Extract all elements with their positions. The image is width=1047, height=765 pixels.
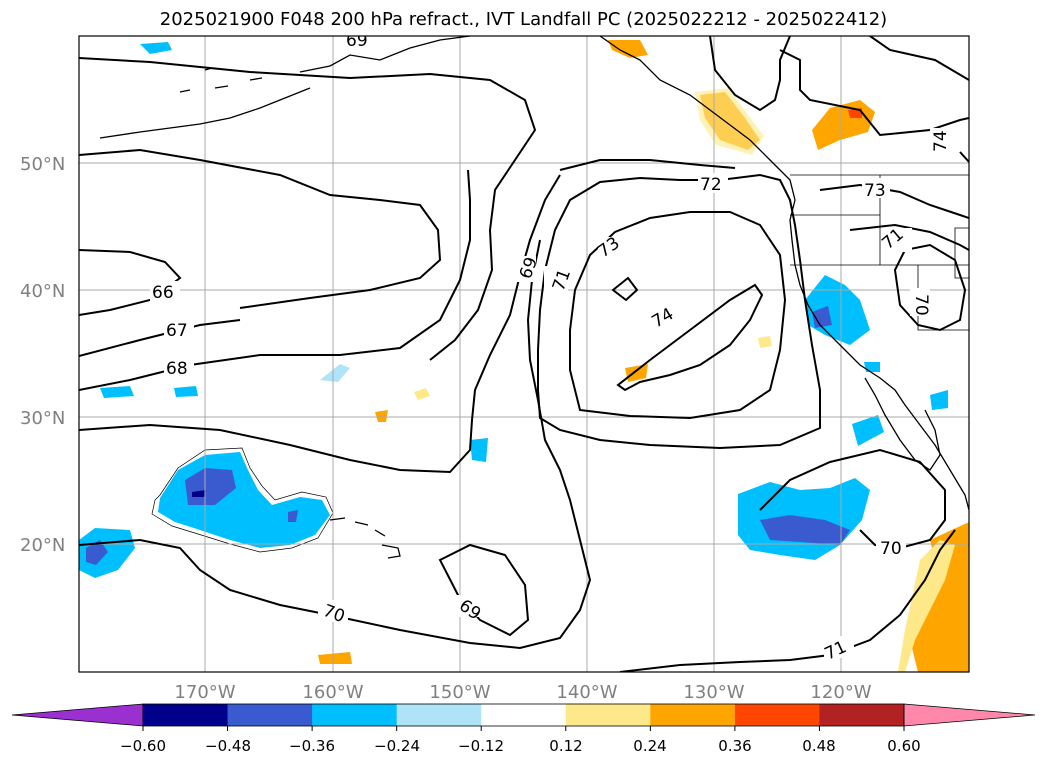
lon-label: 150°W [429,682,490,703]
colorbar-frame [142,703,905,727]
shaded-region-yellow-small-3 [414,388,430,400]
shaded-region-blue-small-4 [320,364,350,382]
colorbar-segment [227,704,313,726]
shaded-region-darkblue-east [760,515,850,545]
contour-74-east [779,49,969,163]
colorbar-segment [734,704,820,726]
colorbar-tick-label: −0.12 [458,737,504,755]
map-title: 2025021900 F048 200 hPa refract., IVT La… [159,9,888,30]
coastline-alaska-peninsula [99,87,311,139]
colorbar-tick-label: −0.48 [205,737,251,755]
contour-70-south [79,239,592,650]
contour-label: 74 [931,130,951,152]
shaded-region-blue-baja-1 [852,415,884,446]
shaded-region-yellow-small-1 [758,336,772,348]
lat-label: 40°N [20,281,65,302]
contour-label: 70 [911,294,931,316]
colorbar-extension-low [11,703,144,727]
shaded-region-darkblue-edge [86,540,108,565]
contour-top-loop [79,57,537,361]
colorbar-extension-high [903,703,1036,727]
contour-73 [569,211,787,420]
contour-label: 66 [152,283,174,303]
contour-74 [616,283,764,392]
shaded-region-yellow-mexico [898,540,955,672]
contour-label: 68 [166,359,188,379]
colorbar-tick-label: −0.36 [289,737,335,755]
contour-top-right [709,36,791,112]
contour-72 [559,159,736,171]
shaded-region-darkblue-calif [812,306,832,328]
lon-label: 130°W [683,682,744,703]
colorbar-tick-label: −0.60 [120,737,166,755]
shaded-region-blue-small-3 [174,386,198,397]
contour-71 [537,173,821,450]
contour-74-small [611,276,639,302]
colorbar-segment [565,704,651,726]
coastline-islands [179,67,263,93]
shaded-region-blue-baja-2 [930,390,948,410]
map-frame [78,35,970,673]
colorbar-segment [396,704,482,726]
shaded-region-orange-small-1 [625,364,648,382]
contour-label: 72 [700,175,722,195]
contour-lines [79,36,969,672]
colorbar-tick-label: −0.24 [374,737,420,755]
colorbar-segment [650,704,736,726]
longitude-labels: 170°W 160°W 150°W 140°W 130°W 120°W [174,682,871,703]
shaded-region-blue-calif [805,275,870,345]
shaded-region-blue-small-6 [864,362,880,372]
colorbar-segment [312,704,398,726]
contour-label: 70 [880,539,902,559]
latitude-labels: 50°N 40°N 30°N 20°N [20,154,65,556]
shaded-region-blue-small-5 [470,438,488,462]
lon-label: 120°W [810,682,871,703]
shaded-region-blue-small-1 [140,42,172,54]
colorbar-tick-label: 0.12 [549,737,582,755]
contour-66 [79,249,182,316]
shaded-region-yellow-small-2 [375,410,388,422]
shaded-region-blue-small-2 [100,386,134,398]
contour-north-upper [79,148,442,309]
colorbar-tick-label: 0.60 [887,737,920,755]
colorbar-tick-label: 0.48 [802,737,835,755]
lon-label: 170°W [174,682,235,703]
coastline-alaska [299,36,471,73]
colorbar-segment [819,704,905,726]
colorbar-ticks: −0.60 −0.48 −0.36 −0.24 −0.12 0.12 0.24 … [120,737,921,755]
coastline-hawaii [329,517,401,559]
lat-label: 20°N [20,535,65,556]
shaded-region-navy-west [192,490,206,497]
contour-73-east [819,183,969,219]
contour-label: 69 [346,31,368,51]
shaded-region-orange-alaska [608,40,648,58]
shaded-region-darkblue-west-2 [288,510,298,522]
lon-label: 140°W [556,682,617,703]
contour-label: 73 [864,181,886,201]
lat-label: 50°N [20,154,65,175]
colorbar-tick-label: 0.36 [718,737,751,755]
colorbar-segment [143,704,229,726]
shaded-region-orange-mexico [910,522,969,672]
contour-labels: 66 67 68 69 71 72 73 73 74 74 71 70 69 [150,31,951,665]
contour-71-east [849,223,969,251]
contour-east-loop [893,243,967,332]
contour-right-top [869,36,969,81]
lon-label: 160°W [302,682,363,703]
colorbar [11,703,1036,731]
colorbar-segment [481,704,567,726]
contour-label: 67 [166,321,188,341]
colorbar-tick-label: 0.24 [633,737,666,755]
shaded-region-orange-south [318,652,352,664]
lat-label: 30°N [20,408,65,429]
